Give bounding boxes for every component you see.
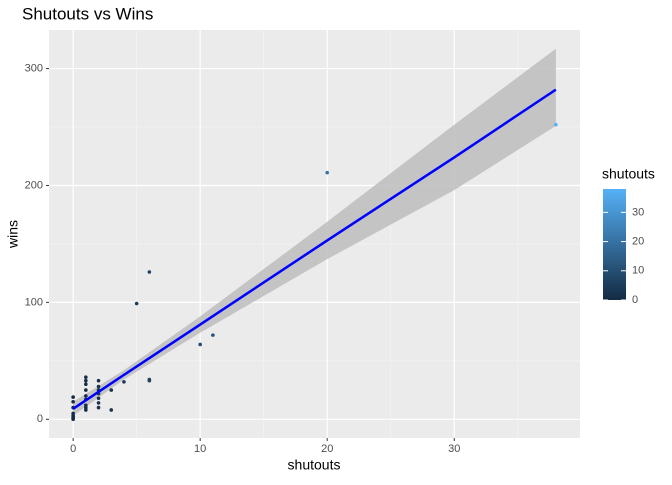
point (122, 380, 126, 384)
point (71, 399, 75, 404)
point (84, 388, 88, 392)
chart-title: Shutouts vs Wins (22, 4, 153, 23)
point (147, 377, 152, 382)
point (109, 408, 114, 412)
point (109, 388, 114, 392)
x-axis-label: shutouts (288, 457, 341, 473)
point (211, 333, 215, 337)
point (96, 378, 101, 383)
legend-tick-label: 10 (632, 265, 644, 277)
point (198, 342, 202, 347)
y-axis-label: wins (5, 220, 21, 249)
x-tick-label: 30 (448, 443, 460, 455)
point (84, 382, 88, 387)
point (96, 405, 101, 410)
point (84, 394, 88, 398)
y-tick-label: 300 (25, 62, 43, 74)
x-tick-label: 0 (70, 443, 76, 455)
point (84, 403, 88, 408)
y-tick-label: 0 (37, 413, 43, 425)
legend-title: shutouts (602, 166, 655, 182)
x-tick-label: 10 (194, 443, 206, 455)
y-tick-label: 200 (25, 179, 43, 191)
point (71, 411, 75, 416)
legend-tick-label: 20 (632, 235, 644, 247)
point (96, 384, 101, 389)
point (147, 270, 152, 274)
point (71, 395, 75, 399)
confidence-band (73, 48, 556, 416)
x-tick-label: 20 (321, 443, 333, 455)
legend-tick-label: 0 (632, 294, 638, 306)
point (84, 378, 88, 383)
fit-line (72, 88, 557, 410)
point (134, 301, 139, 306)
point (84, 375, 88, 380)
colorbar (603, 189, 626, 300)
point (325, 170, 330, 175)
point (554, 122, 558, 127)
y-tick-label: 100 (25, 296, 43, 308)
point (96, 401, 101, 405)
legend-tick-label: 30 (632, 206, 644, 218)
point (96, 396, 101, 401)
